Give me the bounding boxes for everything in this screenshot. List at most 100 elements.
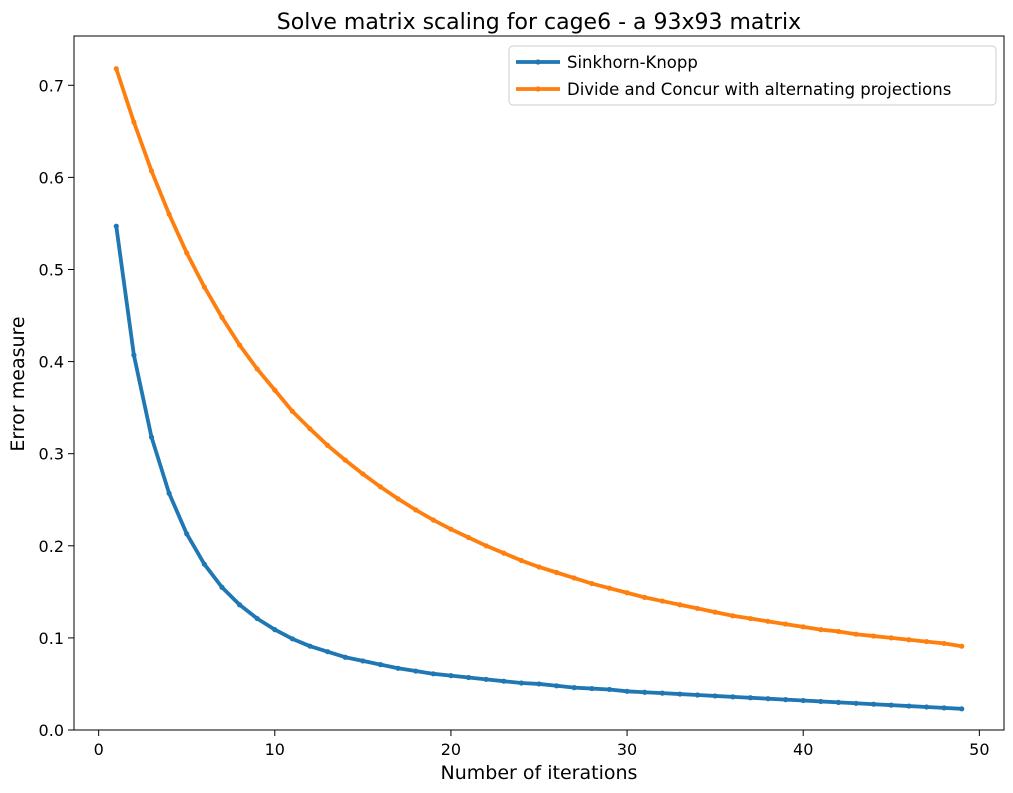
series-1-point — [325, 649, 331, 655]
series-2-point — [413, 507, 419, 513]
series-2-point — [906, 637, 912, 643]
x-tick-label: 30 — [617, 740, 637, 759]
series-2-point — [377, 484, 384, 490]
series-2 — [113, 66, 965, 649]
x-tick-label: 0 — [94, 740, 104, 759]
y-tick-label: 0.0 — [39, 721, 64, 740]
series-1-point — [765, 696, 771, 702]
series-2-point — [272, 387, 278, 393]
series-1-point — [166, 490, 172, 496]
x-tick-label: 10 — [265, 740, 285, 759]
series-2-point — [536, 564, 542, 570]
series-1-point — [536, 681, 542, 687]
series-1-point — [888, 702, 894, 708]
series-2-point — [483, 543, 489, 549]
legend-label-2: Divide and Concur with alternating proje… — [567, 80, 951, 99]
x-axis-label: Number of iterations — [441, 762, 638, 784]
series-1-point — [659, 690, 665, 696]
legend-box — [508, 45, 997, 106]
series-2-line — [114, 68, 963, 649]
series-1-point — [906, 703, 912, 709]
series-2-point — [148, 168, 155, 174]
series-1-point — [289, 636, 296, 642]
series-2-point — [465, 534, 472, 541]
legend-marker-1 — [535, 59, 541, 65]
series-1-point — [871, 701, 877, 707]
series-1-point — [360, 658, 366, 664]
series-1-point — [747, 695, 753, 701]
series-1-point — [694, 692, 701, 698]
series-1-point — [554, 683, 560, 689]
series-2-point — [571, 575, 577, 581]
series-2-point — [501, 550, 507, 556]
series-2-point — [624, 590, 630, 596]
y-tick-label: 0.2 — [39, 537, 64, 556]
series-2-point — [606, 585, 613, 591]
series-2-point — [289, 408, 296, 414]
series-2-point — [730, 613, 736, 619]
series-2-point — [113, 66, 119, 72]
series-2-point — [325, 442, 331, 448]
series-1-point — [589, 685, 595, 692]
series-1-point — [113, 223, 119, 229]
series-2-point — [888, 635, 894, 641]
series-1-point — [782, 697, 789, 703]
series-2-point — [642, 594, 648, 600]
axes-layer: 0 10 20 30 40 50 0.0 0.1 0.2 0.3 0.4 0.5 0.6 0.7 — [39, 35, 1005, 759]
series-2-point — [518, 557, 524, 564]
series-1-point — [606, 686, 613, 693]
series-2-point — [554, 569, 560, 576]
x-tick-label: 50 — [969, 740, 989, 759]
series-1-point — [413, 668, 419, 674]
series-2-point — [166, 211, 172, 217]
y-tick-label: 0.7 — [39, 76, 64, 95]
series-2-point — [782, 621, 789, 627]
series-2-point — [430, 517, 436, 523]
series-2-point — [712, 609, 718, 615]
series-2-point — [219, 314, 225, 320]
series-2-point — [342, 457, 348, 463]
series-2-point — [307, 426, 313, 432]
series-2-point — [871, 633, 877, 639]
series-1-point — [272, 627, 278, 633]
series-2-point — [184, 250, 190, 256]
series-2-point — [131, 119, 137, 125]
series-1-point — [307, 643, 313, 649]
series-1-point — [518, 680, 524, 686]
series-1-point — [465, 674, 472, 681]
series-1-point — [254, 615, 260, 622]
series-2-point — [800, 624, 806, 630]
legend-label-1: Sinkhorn-Knopp — [567, 53, 698, 72]
legend: Sinkhorn-Knopp Divide and Concur with alt… — [508, 45, 997, 106]
y-tick-label: 0.4 — [39, 353, 64, 372]
series-1-point — [148, 434, 155, 440]
series-1-point — [818, 698, 824, 705]
series-1-point — [430, 671, 436, 677]
series-2-point — [201, 284, 207, 290]
series-2-point — [677, 602, 683, 608]
series-1-point — [377, 662, 384, 668]
series-2-point — [835, 628, 842, 635]
series-1-point — [800, 697, 806, 704]
series-1-point — [571, 685, 577, 691]
series-1-point — [395, 665, 401, 671]
series-1-point — [835, 699, 842, 705]
series-2-point — [853, 631, 859, 637]
series-1-point — [730, 694, 736, 700]
series-1-point — [201, 561, 207, 567]
series-2-point — [694, 605, 701, 612]
series-1-point — [642, 689, 648, 695]
series-2-point — [818, 627, 824, 633]
series-2-point — [395, 496, 401, 502]
series-1-point — [677, 691, 683, 697]
series-1-line — [114, 225, 962, 711]
series-2-point — [747, 615, 753, 622]
series-2-point — [765, 618, 771, 624]
series-2-point — [923, 638, 930, 645]
legend-marker-2 — [535, 86, 541, 92]
series-2-point — [236, 342, 243, 348]
series-1-point — [342, 654, 348, 660]
series-1-point — [853, 700, 859, 706]
